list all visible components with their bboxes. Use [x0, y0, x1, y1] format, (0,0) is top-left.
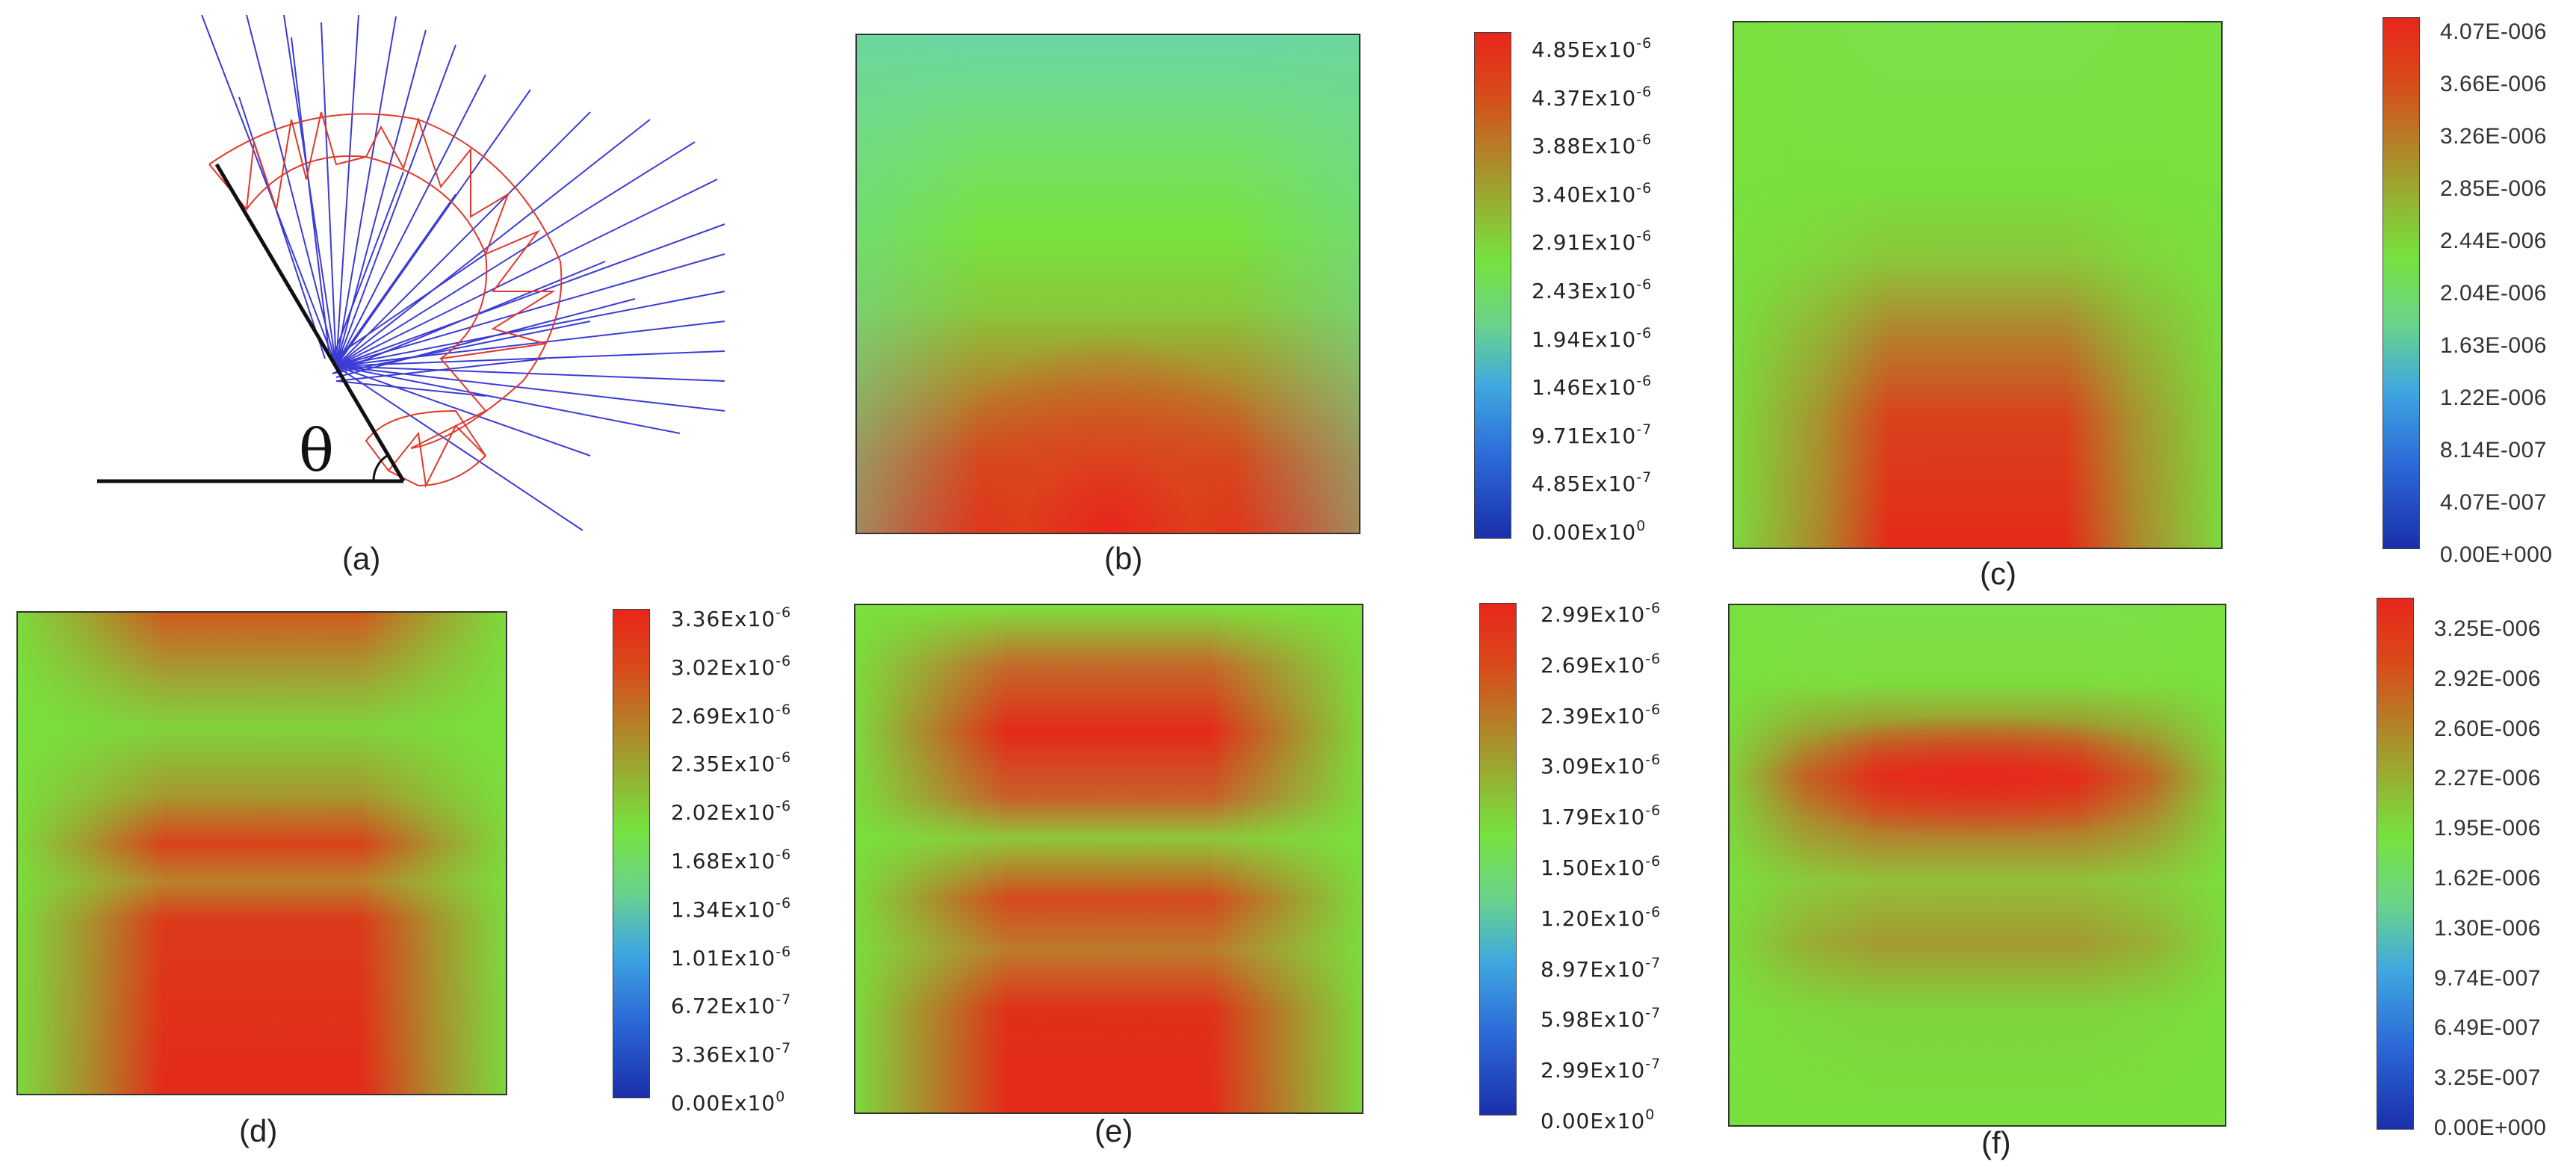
- colorbar-tick-label: 3.36Ex10-7: [671, 1040, 792, 1068]
- colorbar-tick-label: 3.09Ex10-6: [1541, 752, 1662, 779]
- panel-e-label: (e): [1095, 1113, 1133, 1148]
- colorbar-tick-label: 1.95E-006: [2434, 816, 2541, 841]
- colorbar-tick-label: 1.94Ex10-6: [1532, 324, 1653, 352]
- colorbar-tick-label: 2.44E-006: [2440, 229, 2547, 253]
- colorbar-tick-label: 1.20Ex10-6: [1541, 903, 1662, 931]
- angle-arc: [372, 454, 388, 482]
- ray-bundle: [201, 14, 725, 531]
- colorbar-tick-label: 8.97Ex10-7: [1541, 954, 1662, 982]
- colorbar-tick-label: 2.27E-006: [2434, 766, 2541, 791]
- colorbar-tick-label: 3.36Ex10-6: [671, 604, 792, 631]
- substrate: [97, 163, 406, 483]
- panel-c-label: (c): [1980, 556, 2016, 591]
- colorbar-tick-label: 0.00Ex100: [1541, 1107, 1656, 1133]
- colorbar-tick-label: 2.35Ex10-6: [671, 749, 792, 777]
- colorbar-tick-label: 1.50Ex10-6: [1541, 853, 1662, 880]
- colorbar-tick-label: 9.71Ex10-7: [1532, 421, 1653, 448]
- panel-e-colorbar: [1479, 603, 1517, 1115]
- colorbar-tick-label: 1.34Ex10-6: [671, 894, 792, 922]
- theta-label: θ: [299, 418, 334, 485]
- panel-f-heatmap: [1728, 604, 2226, 1127]
- panel-f-colorbar: [2377, 598, 2414, 1130]
- colorbar-tick-label: 3.25E-006: [2434, 616, 2541, 641]
- panel-a-diagram: θ: [97, 14, 725, 531]
- colorbar-tick-label: 5.98Ex10-7: [1541, 1005, 1662, 1033]
- panel-f-label: (f): [1981, 1125, 2011, 1160]
- panel-d-label: (d): [239, 1113, 278, 1148]
- colorbar-tick-label: 2.92E-006: [2434, 666, 2541, 691]
- colorbar-tick-label: 1.68Ex10-6: [671, 847, 792, 873]
- colorbar-tick-label: 1.22E-006: [2440, 386, 2547, 410]
- colorbar-tick-label: 2.69Ex10-6: [1541, 650, 1662, 678]
- panel-c-colorbar: [2383, 17, 2420, 549]
- colorbar-tick-label: 6.49E-007: [2434, 1015, 2541, 1041]
- colorbar-tick-label: 1.01Ex10-6: [671, 943, 792, 971]
- colorbar-tick-label: 2.04E-006: [2440, 281, 2547, 306]
- panel-b-colorbar: [1474, 32, 1511, 539]
- colorbar-tick-label: 2.69Ex10-6: [671, 701, 792, 728]
- panel-b-heatmap: [855, 34, 1360, 534]
- panel-d-heatmap: [16, 611, 507, 1095]
- colorbar-tick-label: 8.14E-007: [2440, 438, 2547, 462]
- panel-a-label: (a): [342, 541, 381, 576]
- colorbar-tick-label: 2.99Ex10-6: [1541, 600, 1662, 627]
- colorbar-tick-label: 2.91Ex10-6: [1532, 228, 1653, 256]
- colorbar-tick-label: 4.37Ex10-6: [1532, 83, 1653, 111]
- colorbar-tick-label: 1.62E-006: [2434, 866, 2541, 891]
- colorbar-tick-label: 3.66E-006: [2440, 72, 2547, 96]
- colorbar-tick-label: 9.74E-007: [2434, 965, 2541, 991]
- colorbar-tick-label: 0.00E+000: [2440, 542, 2553, 567]
- mesh-outline: [208, 111, 563, 489]
- colorbar-tick-label: 2.02Ex10-6: [671, 798, 792, 826]
- colorbar-tick-label: 2.85E-006: [2440, 176, 2547, 201]
- colorbar-tick-label: 4.85Ex10-7: [1532, 469, 1653, 497]
- colorbar-tick-label: 0.00E+000: [2434, 1115, 2547, 1140]
- colorbar-tick-label: 0.00Ex100: [1532, 518, 1647, 545]
- panel-d-colorbar: [613, 609, 650, 1098]
- colorbar-tick-label: 2.39Ex10-6: [1541, 701, 1662, 728]
- panel-e-heatmap: [854, 604, 1363, 1114]
- colorbar-tick-label: 4.07E-006: [2440, 19, 2547, 44]
- colorbar-tick-label: 1.30E-006: [2434, 915, 2541, 941]
- colorbar-tick-label: 3.88Ex10-6: [1532, 131, 1653, 159]
- colorbar-tick-label: 6.72Ex10-7: [671, 991, 792, 1019]
- colorbar-tick-label: 3.25E-007: [2434, 1065, 2541, 1091]
- colorbar-tick-label: 4.07E-007: [2440, 490, 2547, 515]
- colorbar-tick-label: 2.43Ex10-6: [1532, 276, 1653, 303]
- colorbar-tick-label: 3.02Ex10-6: [671, 652, 792, 680]
- panel-c-heatmap: [1733, 21, 2223, 549]
- panel-b-label: (b): [1104, 541, 1143, 576]
- colorbar-tick-label: 1.79Ex10-6: [1541, 802, 1662, 830]
- colorbar-tick-label: 4.85Ex10-6: [1532, 35, 1653, 62]
- colorbar-tick-label: 0.00Ex100: [671, 1089, 786, 1115]
- colorbar-tick-label: 2.60E-006: [2434, 716, 2541, 741]
- colorbar-tick-label: 3.40Ex10-6: [1532, 179, 1653, 207]
- colorbar-tick-label: 2.99Ex10-7: [1541, 1056, 1662, 1083]
- colorbar-tick-label: 1.63E-006: [2440, 333, 2547, 358]
- colorbar-tick-label: 1.46Ex10-6: [1532, 373, 1653, 400]
- colorbar-tick-label: 3.26E-006: [2440, 124, 2547, 149]
